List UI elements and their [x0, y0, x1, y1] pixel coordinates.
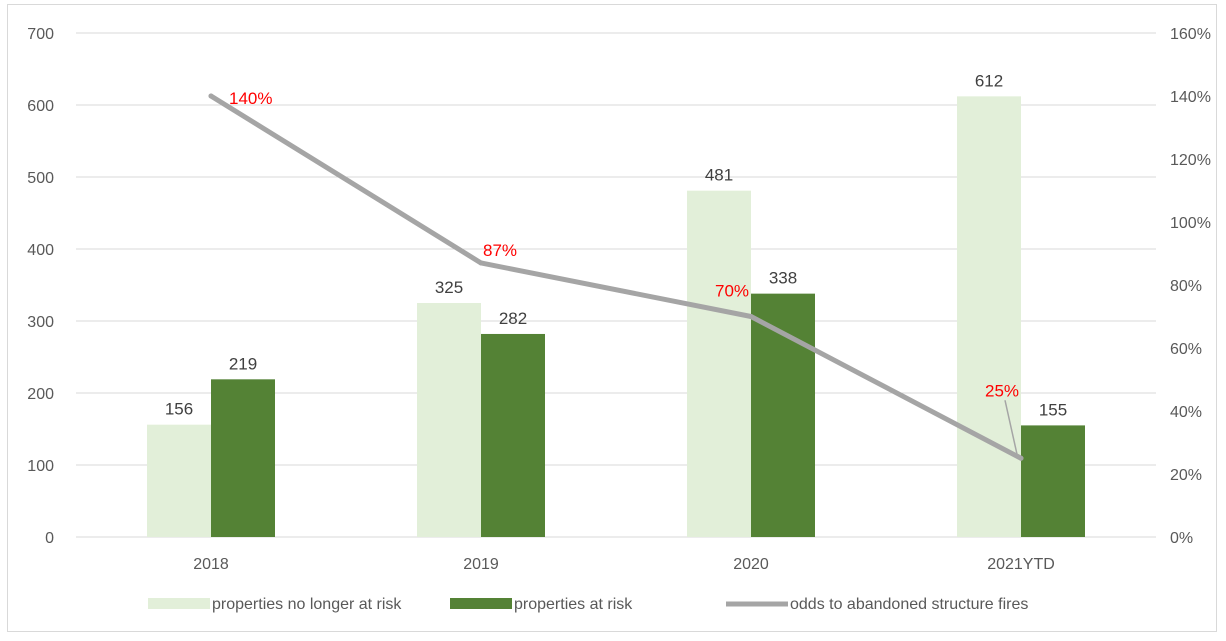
axes-layer: 0 100 200 300 400 500 600 700 0% 20% 40% 60% 80% 100%… [27, 26, 1211, 573]
line-data-label: 25% [985, 381, 1019, 400]
line-series-odds [208, 93, 1024, 461]
x-axis-tick-label: 2020 [733, 556, 769, 573]
y2-axis-tick-label: 140% [1170, 89, 1211, 106]
x-axis-tick-label: 2019 [463, 556, 499, 573]
legend-swatch [450, 598, 512, 609]
bar-data-label: 612 [975, 71, 1003, 90]
bar [481, 333, 545, 537]
line-point [748, 314, 754, 319]
bar-data-label: 156 [165, 400, 193, 419]
y2-axis-tick-label: 160% [1170, 26, 1211, 43]
bar [957, 96, 1021, 538]
combo-chart: 156 325 481 612 219 282 338 155 140% 87% 70% 25% 0 1… [27, 26, 1211, 613]
legend-label: odds to abandoned structure fires [790, 596, 1028, 613]
bar [751, 293, 815, 537]
data-labels-layer: 156 325 481 612 219 282 338 155 140% 87% 70% 25% [165, 71, 1067, 455]
y-axis-tick-label: 0 [45, 530, 54, 547]
line-point [208, 93, 214, 99]
x-axis-tick-label: 2021YTD [987, 556, 1055, 573]
x-axis-tick-label: 2018 [193, 556, 229, 573]
y2-axis-tick-label: 60% [1170, 341, 1202, 358]
bar-data-label: 325 [435, 278, 463, 297]
y-axis-tick-label: 200 [27, 386, 54, 403]
line-point [478, 260, 484, 266]
y2-axis-tick-label: 120% [1170, 152, 1211, 169]
bar-data-label: 155 [1039, 400, 1067, 419]
bar [1021, 425, 1085, 537]
y2-axis-tick-label: 80% [1170, 278, 1202, 295]
y-axis-tick-label: 700 [27, 26, 54, 43]
y-axis-tick-label: 600 [27, 98, 54, 115]
y-axis-tick-label: 100 [27, 458, 54, 475]
y2-axis-tick-label: 100% [1170, 215, 1211, 232]
legend-label: properties at risk [514, 596, 633, 613]
line-data-label: 70% [715, 282, 749, 301]
bar [687, 190, 751, 537]
y2-axis-tick-label: 40% [1170, 404, 1202, 421]
y-axis-tick-label: 300 [27, 314, 54, 331]
bar-series-layer [147, 96, 1085, 538]
bar [211, 379, 275, 537]
bar-data-label: 219 [229, 354, 257, 373]
line-data-label: 140% [229, 89, 272, 108]
bar [417, 303, 481, 537]
y-axis-tick-label: 400 [27, 242, 54, 259]
y2-axis-tick-label: 20% [1170, 467, 1202, 484]
line-series-layer [208, 93, 1024, 461]
bar-data-label: 282 [499, 309, 527, 328]
chart-frame: 156 325 481 612 219 282 338 155 140% 87% 70% 25% 0 1… [7, 4, 1217, 632]
legend-swatch [148, 598, 210, 609]
bar-data-label: 338 [769, 269, 797, 288]
bar [147, 424, 211, 537]
line-point [1018, 455, 1024, 461]
label-leader-line [1004, 400, 1018, 455]
y2-axis-tick-label: 0% [1170, 530, 1193, 547]
legend: properties no longer at risk properties a… [148, 596, 1028, 613]
y-axis-tick-label: 500 [27, 170, 54, 187]
bar-data-label: 481 [705, 166, 733, 185]
line-data-label: 87% [483, 241, 517, 260]
legend-label: properties no longer at risk [212, 596, 402, 613]
